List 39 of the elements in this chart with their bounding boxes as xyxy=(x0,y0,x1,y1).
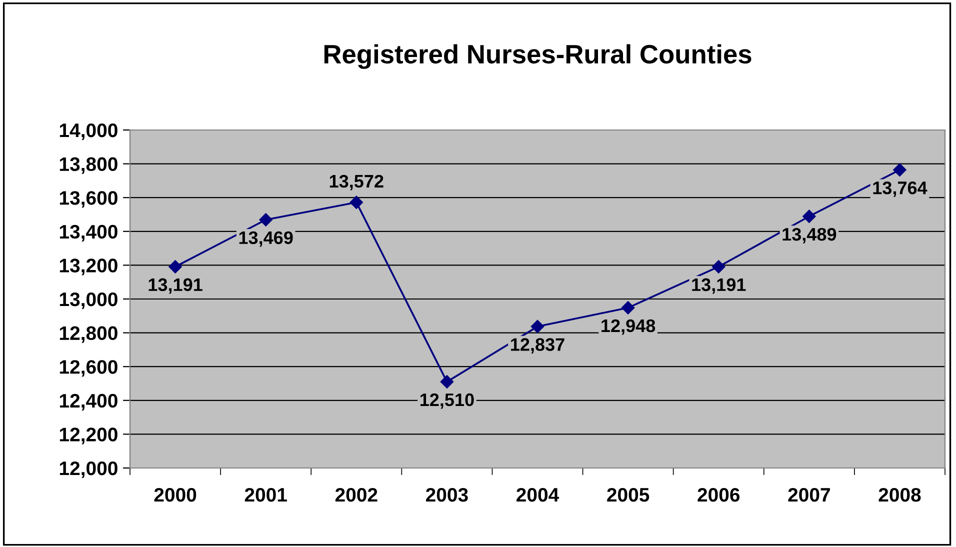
point xyxy=(893,163,906,176)
data-label: 13,191 xyxy=(148,278,202,294)
y-tick-label: 14,000 xyxy=(60,123,118,140)
y-tick-label: 13,200 xyxy=(60,258,118,276)
y-tick-label: 13,000 xyxy=(60,292,118,310)
y-tick-label: 12,000 xyxy=(60,461,118,478)
y-tick-label: 12,400 xyxy=(60,394,118,410)
y-tick-label: 12,800 xyxy=(60,326,118,343)
data-label: 13,572 xyxy=(330,174,384,190)
point xyxy=(168,260,182,274)
chart-title: Registered Nurses-Rural Counties xyxy=(324,44,752,69)
x-tick-label: 2001 xyxy=(244,488,287,502)
y-tick-label: 13,600 xyxy=(60,191,118,208)
x-tick-label: 2002 xyxy=(335,488,378,502)
point xyxy=(259,213,272,226)
y-tick-label: 13,800 xyxy=(60,157,118,174)
data-label: 13,191 xyxy=(692,278,746,294)
x-tick-label: 2007 xyxy=(788,488,830,502)
point xyxy=(621,301,635,314)
data-label: 13,489 xyxy=(782,228,836,244)
data-label: 12,837 xyxy=(511,338,564,354)
y-tick-label: 12,200 xyxy=(60,428,118,444)
x-tick-label: 2006 xyxy=(698,488,740,502)
data-label: 12,510 xyxy=(420,393,474,409)
point xyxy=(440,375,454,388)
x-tick-label: 2004 xyxy=(516,488,560,502)
x-tick-label: 2008 xyxy=(878,488,921,502)
point xyxy=(530,320,544,334)
point xyxy=(712,260,726,274)
x-tick-label: 2000 xyxy=(154,488,196,502)
y-tick-label: 13,400 xyxy=(60,224,118,242)
data-label: 12,948 xyxy=(602,319,656,335)
x-tick-label: 2003 xyxy=(426,488,468,502)
y-tick-label: 12,600 xyxy=(60,360,118,377)
data-label: 13,469 xyxy=(239,231,293,247)
point xyxy=(802,210,816,223)
x-tick-label: 2005 xyxy=(607,488,650,502)
point xyxy=(350,196,363,209)
data-label: 13,764 xyxy=(873,181,928,197)
